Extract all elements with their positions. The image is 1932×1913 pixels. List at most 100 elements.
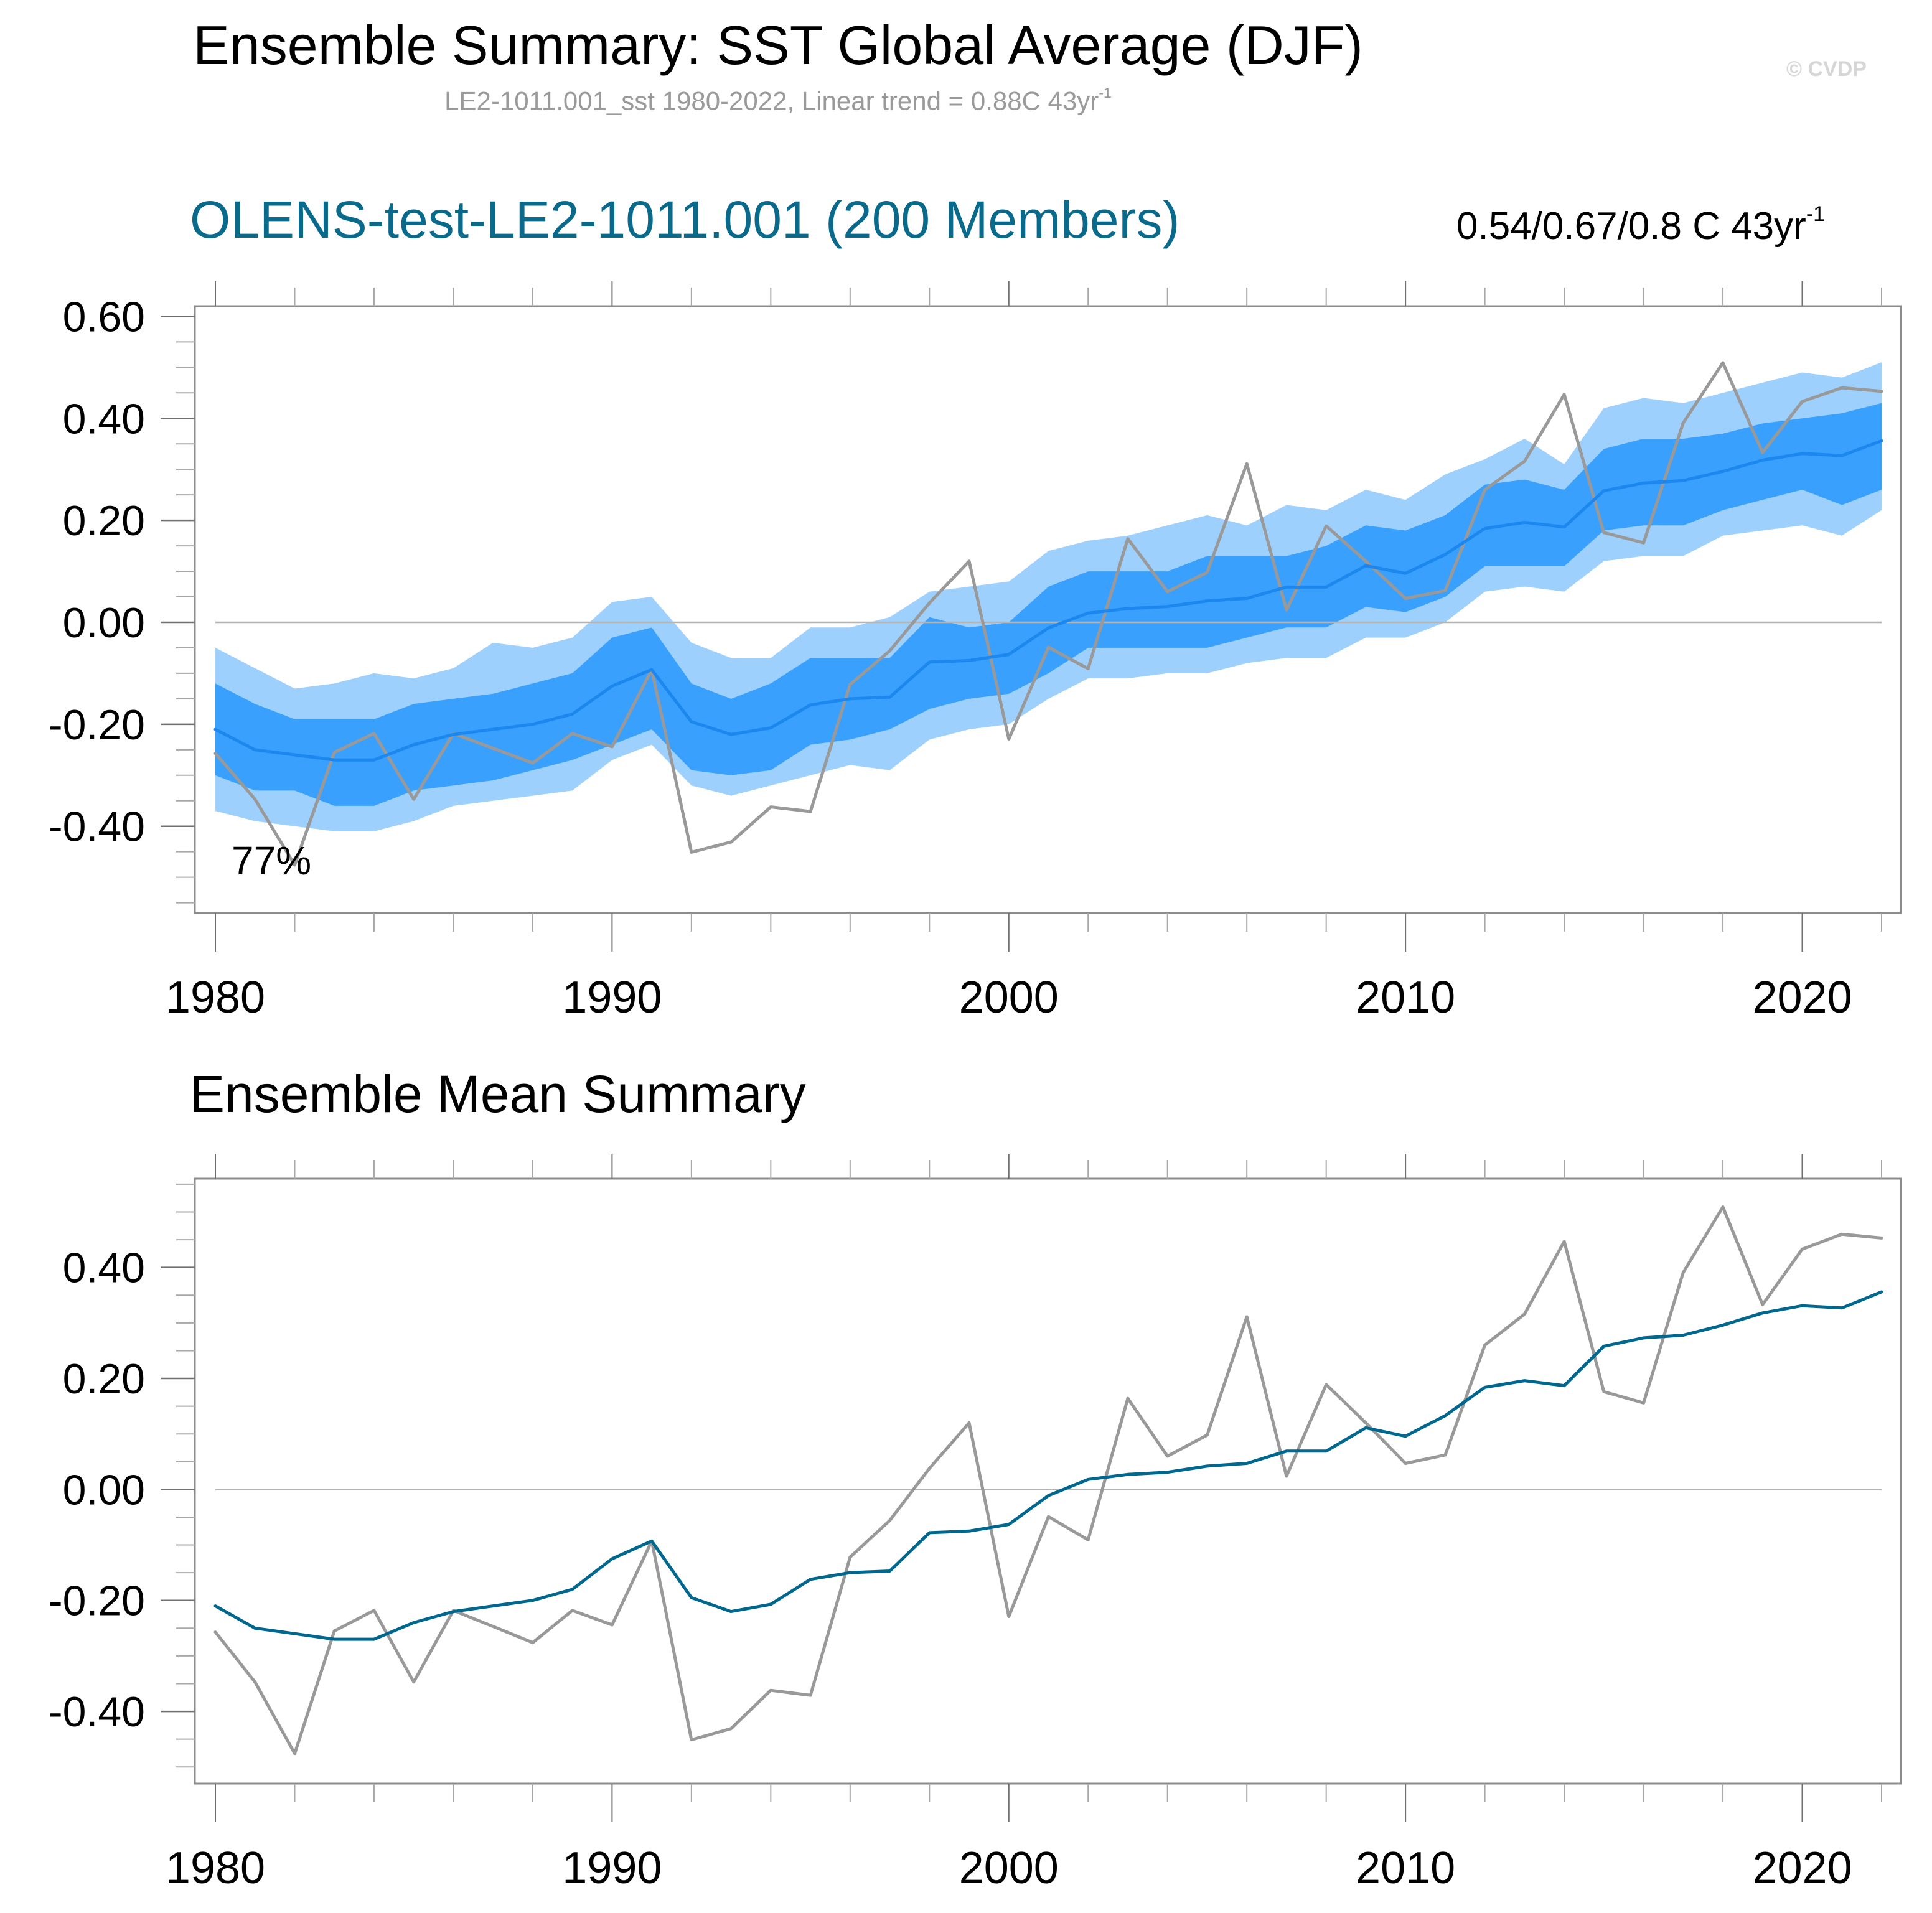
ensemble-summary-panel: 0.60 0.40 0.20 0.00 -0.20 -0.40 1980 1990 2000 20… bbox=[49, 281, 1902, 1022]
observations-line-point bbox=[1167, 591, 1168, 592]
observations-line-point bbox=[1127, 1398, 1128, 1399]
x-tick-label: 2020 bbox=[1752, 1843, 1852, 1893]
ensemble-mean-line-point bbox=[1802, 453, 1803, 454]
y-tick-label: 0.00 bbox=[63, 599, 145, 647]
y-tick-label: -0.40 bbox=[49, 1688, 145, 1736]
observations-line-point bbox=[1802, 1249, 1803, 1250]
ensemble-mean-line-point bbox=[1683, 480, 1684, 481]
ensemble-mean-line-point bbox=[1564, 526, 1565, 527]
copyright-label: © CVDP bbox=[1786, 57, 1867, 81]
observations-line-point bbox=[572, 1610, 573, 1611]
ensemble-mean-line-point bbox=[1088, 1479, 1089, 1480]
ensemble-mean-line-point bbox=[1405, 573, 1406, 574]
ensemble-mean-line-point bbox=[453, 1611, 454, 1612]
ensemble-mean-line-point bbox=[493, 729, 494, 730]
observations-line bbox=[213, 361, 1883, 867]
ensemble-mean-line-point bbox=[373, 1639, 374, 1640]
subtitle-text: LE2-1011.001_sst 1980-2022, Linear trend… bbox=[444, 86, 1099, 116]
ensemble-mean-line-point bbox=[691, 721, 692, 722]
observations-line-point bbox=[929, 602, 930, 603]
observations-line-point bbox=[1603, 532, 1604, 533]
observations-line-point bbox=[373, 733, 374, 734]
x-tick-label: 2010 bbox=[1356, 973, 1455, 1022]
ensemble-mean-line-point bbox=[1643, 1337, 1644, 1338]
observations-line-point bbox=[532, 763, 533, 764]
trend-range-superscript: -1 bbox=[1806, 202, 1826, 226]
x-tick-label: 1980 bbox=[166, 1843, 265, 1893]
ensemble-mean-line-point bbox=[1484, 1387, 1485, 1388]
observations-line-point bbox=[929, 1468, 930, 1469]
ensemble-panel-title: OLENS-test-LE2-1011.001 (200 Members) bbox=[190, 190, 1180, 249]
ensemble-mean-line-point bbox=[1484, 528, 1485, 529]
ensemble-mean-line-point bbox=[1762, 460, 1763, 461]
observations-line-point bbox=[889, 1520, 890, 1521]
observations-line-point bbox=[294, 1753, 295, 1754]
observations-line-point bbox=[1564, 1241, 1565, 1242]
observations-line-point bbox=[1207, 572, 1208, 573]
ensemble-mean-line bbox=[213, 439, 1883, 762]
observations-line-point bbox=[1484, 489, 1485, 490]
ensemble-mean-line-point bbox=[889, 697, 890, 698]
ensemble-mean-line-point bbox=[1643, 483, 1644, 484]
observations-line-point bbox=[1207, 1434, 1208, 1435]
x-tick-label: 1990 bbox=[562, 1843, 662, 1893]
trend-range-text: 0.54/0.67/0.8 C 43yr bbox=[1456, 204, 1806, 248]
ensemble-mean-line-point bbox=[810, 704, 811, 705]
ensemble-mean-line-point bbox=[532, 1600, 533, 1601]
ensemble-mean-line-point bbox=[413, 1622, 414, 1623]
observations-line-point bbox=[1008, 1616, 1009, 1617]
ensemble-mean-line-point bbox=[334, 1639, 335, 1640]
y-tick-label: 0.20 bbox=[63, 1355, 145, 1403]
plot-frame bbox=[194, 1177, 1902, 1785]
ensemble-mean-line-point bbox=[1603, 490, 1604, 491]
x-tick-label: 1990 bbox=[562, 973, 662, 1022]
ensemble-mean-line-point bbox=[969, 660, 970, 661]
subtitle: LE2-1011.001_sst 1980-2022, Linear trend… bbox=[0, 85, 1556, 116]
observations-line-point bbox=[1564, 394, 1565, 395]
ensemble-mean-line-point bbox=[1048, 1495, 1049, 1496]
x-tick-label: 2000 bbox=[959, 973, 1059, 1022]
ensemble-mean-line-point bbox=[413, 744, 414, 745]
observations-line-point bbox=[810, 1695, 811, 1696]
x-tick-label: 2010 bbox=[1356, 1843, 1455, 1893]
observations-line-point bbox=[1127, 538, 1128, 539]
ensemble-mean-line-point bbox=[691, 1597, 692, 1598]
observations-line-point bbox=[691, 1739, 692, 1740]
y-tick-label: -0.20 bbox=[49, 701, 145, 749]
observations-line-point bbox=[1405, 598, 1406, 599]
ensemble-mean-line-point bbox=[1603, 1346, 1604, 1347]
observations-line-point bbox=[691, 852, 692, 853]
ensemble-mean-line-point bbox=[929, 1532, 930, 1533]
ensemble-mean-line-point bbox=[1524, 522, 1525, 523]
percent-within-spread-annotation: 77% bbox=[232, 838, 311, 883]
observations-line-point bbox=[215, 753, 216, 754]
ensemble-mean-panel-title: Ensemble Mean Summary bbox=[190, 1065, 806, 1123]
observations-line-point bbox=[1405, 1463, 1406, 1464]
observations-line-point bbox=[413, 1681, 414, 1682]
ensemble-mean-line-point bbox=[1127, 608, 1128, 609]
y-tick-label: 0.20 bbox=[63, 497, 145, 545]
observations-line bbox=[213, 1205, 1883, 1756]
trend-range-label: 0.54/0.67/0.8 C 43yr-1 bbox=[1456, 202, 1825, 248]
plot-frame bbox=[194, 305, 1902, 914]
observations-line-point bbox=[1603, 1391, 1604, 1392]
observations-line-point bbox=[1802, 401, 1803, 402]
y-tick-label: -0.40 bbox=[49, 803, 145, 851]
observations-line-point bbox=[373, 1610, 374, 1611]
observations-line-point bbox=[572, 733, 573, 734]
observations-line-point bbox=[1048, 647, 1049, 648]
observations-line-point bbox=[334, 1630, 335, 1631]
ensemble-mean-summary-panel: 0.40 0.20 0.00 -0.20 -0.40 1980 1990 2000 2010 20… bbox=[49, 1154, 1902, 1893]
ensemble-mean-line-point bbox=[1008, 1524, 1009, 1525]
observations-line-point bbox=[1524, 461, 1525, 462]
x-tick-label: 2020 bbox=[1752, 973, 1852, 1022]
observations-line-point bbox=[1762, 1304, 1763, 1305]
main-title: Ensemble Summary: SST Global Average (DJ… bbox=[193, 14, 1363, 76]
ensemble-mean-line-point bbox=[969, 1531, 970, 1532]
y-tick-label: 0.40 bbox=[63, 1245, 145, 1292]
ensemble-mean-line bbox=[213, 1290, 1883, 1641]
x-tick-label: 2000 bbox=[959, 1843, 1059, 1893]
observations-line-point bbox=[889, 650, 890, 651]
observations-line-point bbox=[1683, 1272, 1684, 1273]
observations-line-point bbox=[1762, 452, 1763, 453]
